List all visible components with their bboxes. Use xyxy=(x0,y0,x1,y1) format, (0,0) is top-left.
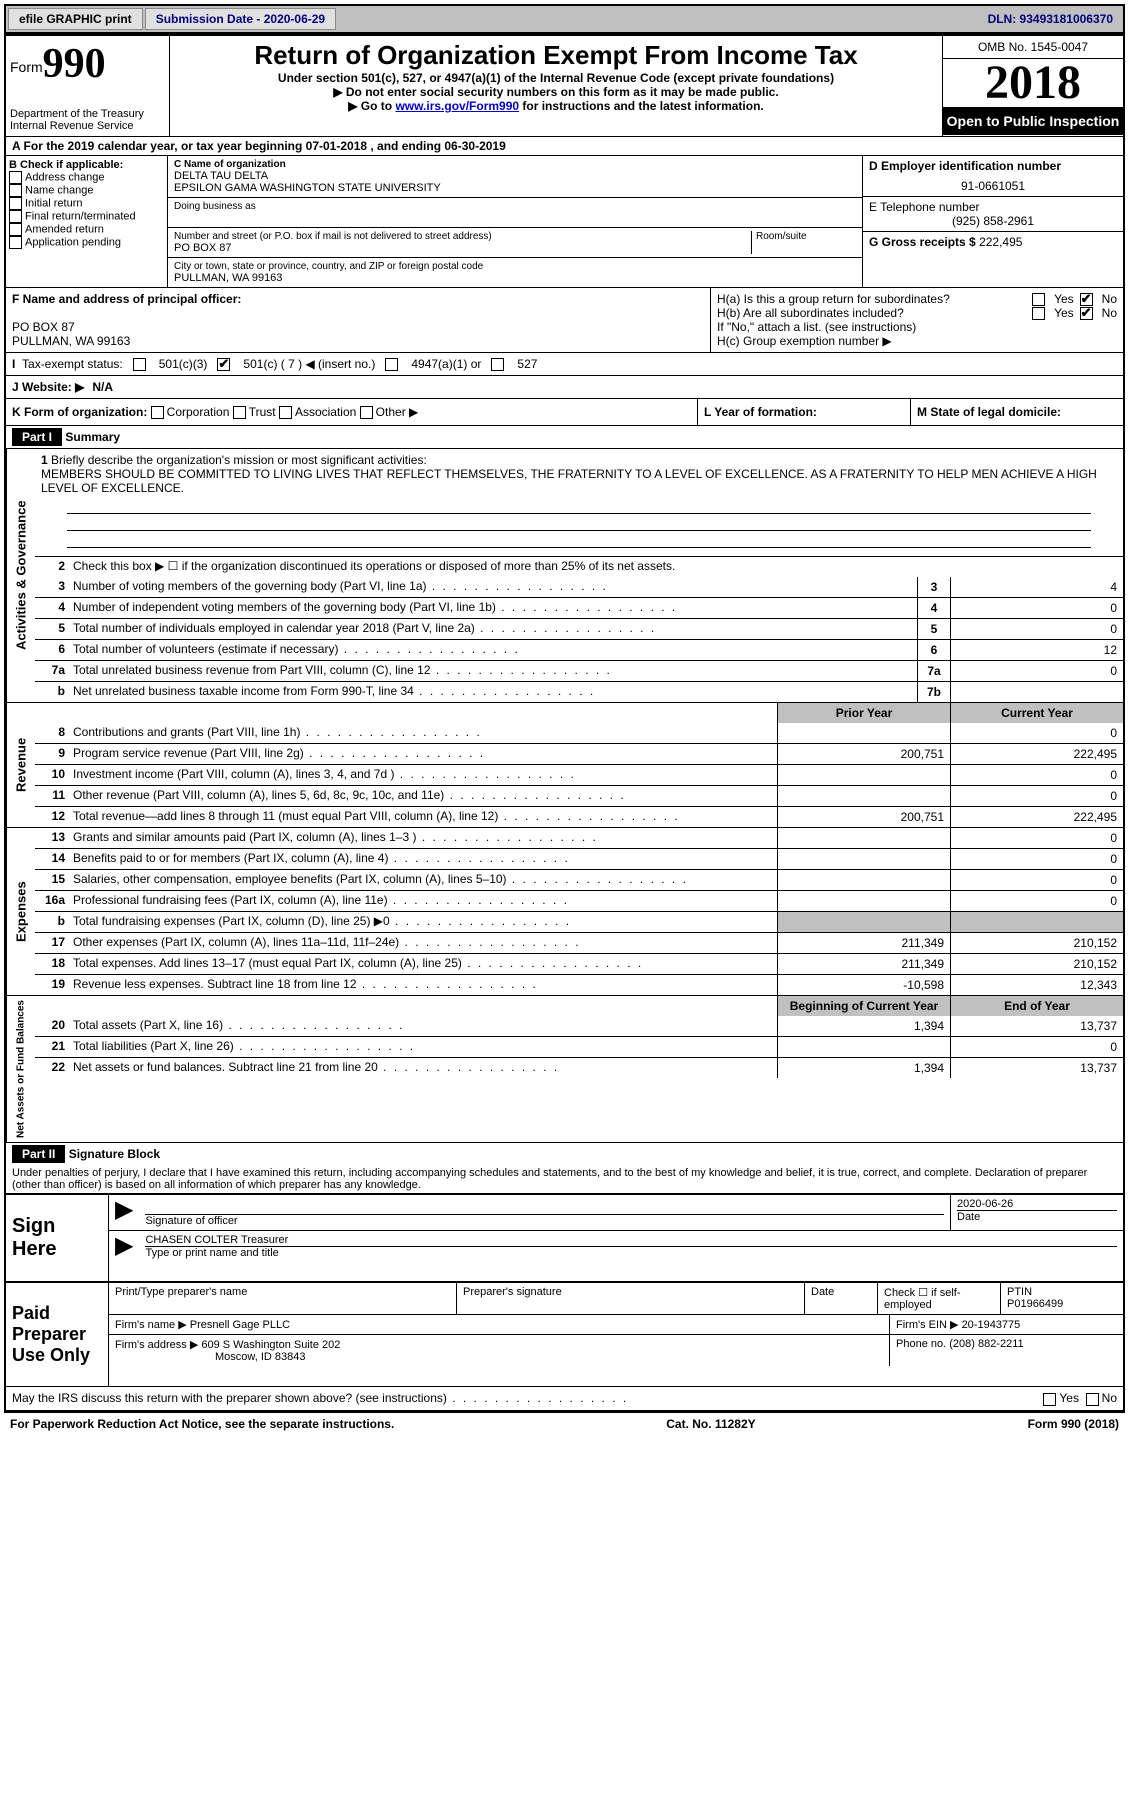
instructions-link[interactable]: www.irs.gov/Form990 xyxy=(395,99,519,113)
table-row: 15 Salaries, other compensation, employe… xyxy=(35,869,1123,890)
rev-label: Revenue xyxy=(6,703,35,827)
table-row: 3 Number of voting members of the govern… xyxy=(35,577,1123,597)
k-l-m-row: K Form of organization: Corporation Trus… xyxy=(6,398,1123,425)
box-f: F Name and address of principal officer:… xyxy=(6,288,711,352)
table-row: 7a Total unrelated business revenue from… xyxy=(35,660,1123,681)
table-row: 8 Contributions and grants (Part VIII, l… xyxy=(35,723,1123,743)
table-row: 17 Other expenses (Part IX, column (A), … xyxy=(35,932,1123,953)
table-row: 16a Professional fundraising fees (Part … xyxy=(35,890,1123,911)
top-bar: efile GRAPHIC print Submission Date - 20… xyxy=(4,4,1125,34)
discuss-row: May the IRS discuss this return with the… xyxy=(6,1386,1123,1409)
tax-status-row: I Tax-exempt status: 501(c)(3) 501(c) ( … xyxy=(6,352,1123,375)
table-row: 12 Total revenue—add lines 8 through 11 … xyxy=(35,806,1123,827)
table-row: b Total fundraising expenses (Part IX, c… xyxy=(35,911,1123,932)
table-row: 19 Revenue less expenses. Subtract line … xyxy=(35,974,1123,995)
form-title: Return of Organization Exempt From Incom… xyxy=(174,40,938,71)
table-row: 20 Total assets (Part X, line 16) 1,3941… xyxy=(35,1016,1123,1036)
form-title-box: Return of Organization Exempt From Incom… xyxy=(170,36,943,136)
exp-label: Expenses xyxy=(6,828,35,995)
net-label: Net Assets or Fund Balances xyxy=(6,996,35,1142)
box-b: B Check if applicable: Address change Na… xyxy=(6,156,168,287)
table-row: 18 Total expenses. Add lines 13–17 (must… xyxy=(35,953,1123,974)
dln-label: DLN: 93493181006370 xyxy=(988,12,1121,26)
gov-label: Activities & Governance xyxy=(6,449,35,702)
table-row: 5 Total number of individuals employed i… xyxy=(35,618,1123,639)
form-container: Form990 Department of the Treasury Inter… xyxy=(4,34,1125,1412)
part1-header: Part I Summary xyxy=(6,425,1123,448)
table-row: 11 Other revenue (Part VIII, column (A),… xyxy=(35,785,1123,806)
efile-button[interactable]: efile GRAPHIC print xyxy=(8,8,143,30)
table-row: 10 Investment income (Part VIII, column … xyxy=(35,764,1123,785)
website-row: J Website: ▶ N/A xyxy=(6,375,1123,398)
part2-header: Part II Signature Block xyxy=(6,1142,1123,1165)
box-h: H(a) Is this a group return for subordin… xyxy=(711,288,1123,352)
table-row: 6 Total number of volunteers (estimate i… xyxy=(35,639,1123,660)
submission-label: Submission Date - 2020-06-29 xyxy=(145,8,336,30)
form-year-box: OMB No. 1545-0047 2018 Open to Public In… xyxy=(943,36,1123,136)
form-id-box: Form990 Department of the Treasury Inter… xyxy=(6,36,170,136)
perjury-text: Under penalties of perjury, I declare th… xyxy=(6,1165,1123,1193)
table-row: 14 Benefits paid to or for members (Part… xyxy=(35,848,1123,869)
table-row: 9 Program service revenue (Part VIII, li… xyxy=(35,743,1123,764)
table-row: 4 Number of independent voting members o… xyxy=(35,597,1123,618)
period-row: A For the 2019 calendar year, or tax yea… xyxy=(6,136,1123,155)
paid-preparer-block: Paid Preparer Use Only Print/Type prepar… xyxy=(6,1281,1123,1386)
table-row: b Net unrelated business taxable income … xyxy=(35,681,1123,702)
box-de: D Employer identification number 91-0661… xyxy=(863,156,1123,287)
box-c: C Name of organization DELTA TAU DELTA E… xyxy=(168,156,863,287)
table-row: 21 Total liabilities (Part X, line 26) 0 xyxy=(35,1036,1123,1057)
table-row: 22 Net assets or fund balances. Subtract… xyxy=(35,1057,1123,1078)
footer: For Paperwork Reduction Act Notice, see … xyxy=(4,1412,1125,1435)
table-row: 13 Grants and similar amounts paid (Part… xyxy=(35,828,1123,848)
sign-here-block: Sign Here ▶ Signature of officer 2020-06… xyxy=(6,1193,1123,1281)
